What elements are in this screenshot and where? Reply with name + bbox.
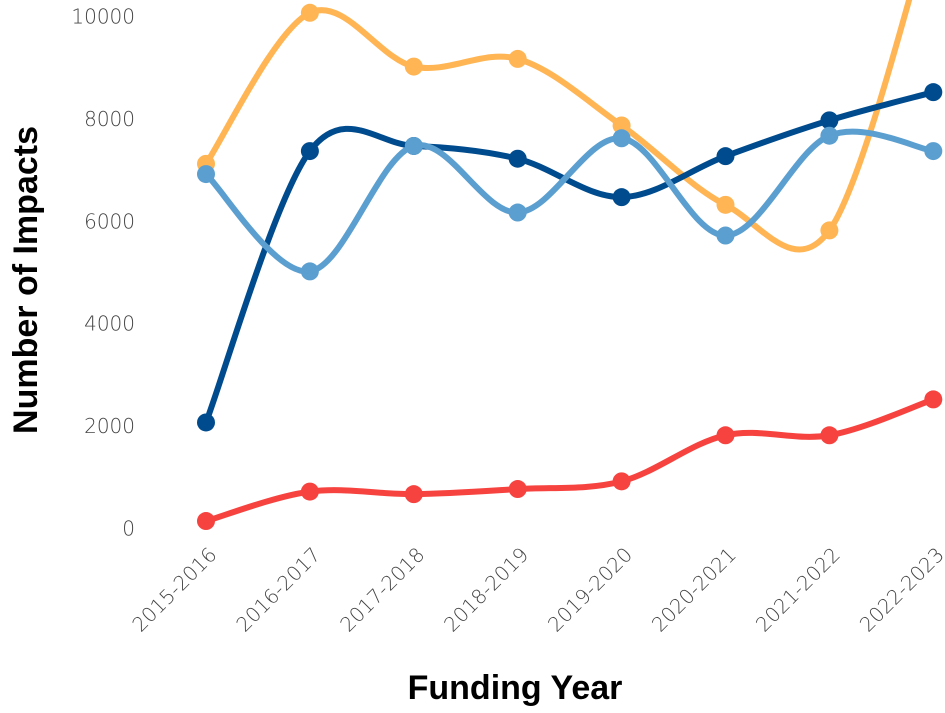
data-point — [820, 111, 839, 130]
x-tick-label: 2019-2020 — [543, 542, 637, 636]
data-point — [716, 226, 735, 245]
data-point — [716, 426, 735, 445]
data-point — [820, 126, 839, 145]
data-point — [300, 142, 319, 161]
x-tick-label: 2015-2016 — [127, 542, 221, 636]
data-point — [404, 136, 423, 155]
data-point — [197, 165, 215, 184]
data-point — [716, 147, 735, 166]
y-tick-label: 0 — [122, 517, 135, 541]
x-tick-label: 2018-2019 — [439, 542, 533, 636]
data-point — [404, 57, 423, 76]
x-tick-label: 2016-2017 — [231, 542, 325, 636]
data-point — [197, 512, 215, 531]
data-point — [612, 472, 631, 491]
x-axis-title: Funding Year — [408, 669, 623, 707]
data-point — [300, 3, 319, 22]
data-point — [300, 482, 319, 501]
data-point — [820, 426, 839, 445]
data-point — [508, 203, 527, 222]
data-point — [197, 413, 215, 432]
series-line — [203, 89, 937, 426]
y-axis-title: Number of Impacts — [7, 126, 45, 434]
y-tick-label: 4000 — [84, 312, 135, 336]
series-line — [203, 128, 937, 275]
plot-area — [197, 0, 943, 531]
data-point — [300, 262, 319, 281]
x-tick-label: 2021-2022 — [751, 542, 845, 636]
data-point — [924, 390, 943, 409]
x-tick-label: 2022-2023 — [855, 542, 945, 636]
data-point — [508, 480, 527, 499]
y-tick-label: 2000 — [84, 414, 135, 438]
x-tick-label: 2017-2018 — [335, 542, 429, 636]
data-point — [820, 221, 839, 240]
data-point — [404, 485, 423, 504]
data-point — [612, 116, 631, 135]
data-point — [716, 195, 735, 214]
data-point — [508, 149, 527, 168]
data-point — [508, 49, 527, 68]
data-point — [924, 83, 943, 102]
y-tick-label: 6000 — [84, 209, 135, 233]
y-tick-label: 10000 — [71, 4, 135, 28]
data-point — [612, 188, 631, 207]
series-line — [203, 396, 937, 525]
data-point — [612, 129, 631, 148]
data-point — [924, 142, 943, 161]
y-tick-label: 8000 — [84, 107, 135, 131]
x-tick-label: 2020-2021 — [647, 542, 741, 636]
